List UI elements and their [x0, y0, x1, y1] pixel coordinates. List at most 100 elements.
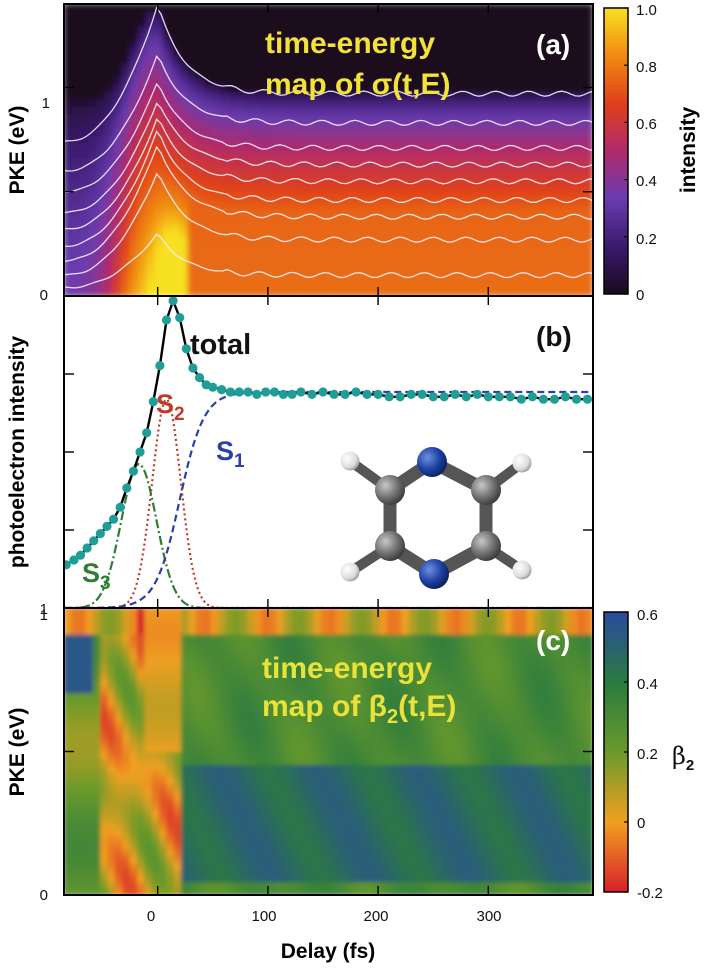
heatmap-c-cell — [350, 608, 359, 616]
heatmap-c-cell — [136, 751, 146, 759]
data-point — [252, 389, 262, 399]
heatmap-a-cell — [501, 4, 511, 12]
heatmap-c-cell — [173, 848, 183, 857]
s3-label-sub: 3 — [100, 573, 111, 594]
heatmap-a-cell — [253, 237, 263, 246]
heatmap-c-cell — [305, 757, 315, 766]
heatmap-c-cell — [136, 809, 146, 818]
data-point — [340, 389, 350, 399]
heatmap-c-cell — [423, 718, 432, 726]
heatmap-a-cell — [575, 266, 586, 275]
heatmap-c-cell — [217, 744, 227, 752]
heatmap-a-cell — [385, 288, 396, 296]
cbar-a-tick-0.8: 0.8 — [636, 59, 657, 76]
heatmap-c-cell — [166, 614, 175, 622]
heatmap-c-cell — [364, 640, 374, 648]
heatmap-a-cell — [187, 98, 197, 107]
heatmap-c-cell — [129, 803, 138, 811]
heatmap-a-cell — [451, 142, 462, 151]
heatmap-a-cell — [88, 32, 98, 41]
heatmap-a-cell — [245, 142, 255, 151]
heatmap-c-cell — [364, 796, 374, 805]
heatmap-c-cell — [320, 724, 329, 733]
heatmap-a-cell — [575, 18, 586, 27]
heatmap-c-cell — [372, 718, 381, 726]
heatmap-c-cell — [283, 698, 293, 707]
heatmap-c-cell — [357, 803, 366, 811]
heatmap-c-cell — [114, 881, 124, 889]
heatmap-a-cell — [427, 237, 437, 246]
heatmap-a-cell — [534, 149, 544, 158]
heatmap-c-cell — [173, 887, 183, 895]
heatmap-a-cell — [377, 186, 387, 195]
heatmap-a-cell — [567, 207, 577, 217]
heatmap-a-cell — [559, 266, 569, 275]
heatmap-c-cell — [144, 855, 153, 863]
heatmap-c-cell — [166, 790, 175, 798]
heatmap-a-cell — [228, 237, 239, 246]
heatmap-a-cell — [64, 259, 73, 268]
heatmap-c-cell — [136, 653, 146, 661]
carbon-atom — [375, 531, 405, 561]
heatmap-c-cell — [159, 770, 168, 779]
heatmap-c-cell — [283, 640, 293, 648]
heatmap-a-cell — [435, 171, 445, 180]
heatmap-a-cell — [187, 61, 197, 71]
heatmap-a-cell — [328, 83, 338, 93]
heatmap-a-cell — [435, 251, 445, 260]
heatmap-c-cell — [269, 666, 278, 674]
heatmap-a-cell — [526, 91, 536, 100]
heatmap-c-cell — [416, 881, 425, 889]
heatmap-c-cell — [136, 614, 146, 622]
heatmap-c-cell — [166, 653, 175, 661]
heatmap-a-cell — [286, 25, 296, 34]
heatmap-a-cell — [253, 25, 263, 34]
heatmap-c-cell — [114, 659, 124, 668]
heatmap-c-cell — [203, 614, 212, 622]
heatmap-a-cell — [377, 229, 387, 239]
heatmap-c-cell — [92, 868, 102, 876]
heatmap-a-cell — [501, 134, 511, 144]
heatmap-a-cell — [559, 69, 569, 78]
heatmap-c-cell — [173, 737, 183, 746]
heatmap-c-cell — [232, 718, 241, 726]
data-point — [69, 555, 79, 565]
heatmap-a-cell — [377, 120, 387, 129]
heatmap-c-cell — [261, 698, 271, 707]
heatmap-c-cell — [225, 809, 234, 818]
heatmap-c-cell — [70, 770, 80, 779]
heatmap-a-cell — [485, 171, 495, 180]
heatmap-a-cell — [584, 98, 593, 107]
heatmap-a-cell — [162, 222, 172, 231]
heatmap-c-cell — [239, 744, 249, 752]
heatmap-a-cell — [551, 149, 561, 158]
heatmap-c-cell — [372, 835, 381, 844]
heatmap-a-cell — [204, 259, 214, 268]
heatmap-a-cell — [88, 273, 98, 282]
heatmap-a-cell — [410, 244, 420, 253]
heatmap-c-cell — [181, 764, 190, 772]
panel-a-colorbar-ticks — [624, 7, 628, 295]
heatmap-a-cell — [534, 259, 544, 268]
heatmap-a-cell — [443, 222, 453, 231]
heatmap-c-cell — [181, 790, 190, 798]
heatmap-c-cell — [401, 848, 410, 857]
heatmap-a-cell — [170, 193, 181, 202]
heatmap-c-cell — [261, 835, 271, 844]
heatmap-c-cell — [423, 751, 432, 759]
heatmap-c-cell — [254, 737, 263, 746]
heatmap-c-cell — [114, 698, 124, 707]
heatmap-a-cell — [228, 69, 239, 78]
heatmap-c-cell — [92, 796, 102, 805]
heatmap-c-cell — [64, 842, 72, 850]
heatmap-c-cell — [423, 659, 432, 668]
heatmap-a-cell — [460, 98, 470, 107]
heatmap-c-cell — [423, 835, 432, 844]
heatmap-c-cell — [100, 881, 109, 889]
heatmap-a-cell — [64, 178, 73, 187]
heatmap-a-cell — [179, 266, 189, 275]
heatmap-c-cell — [328, 718, 337, 726]
heatmap-a-cell — [104, 105, 115, 114]
heatmap-a-cell — [352, 120, 363, 129]
heatmap-c-cell — [129, 614, 138, 622]
